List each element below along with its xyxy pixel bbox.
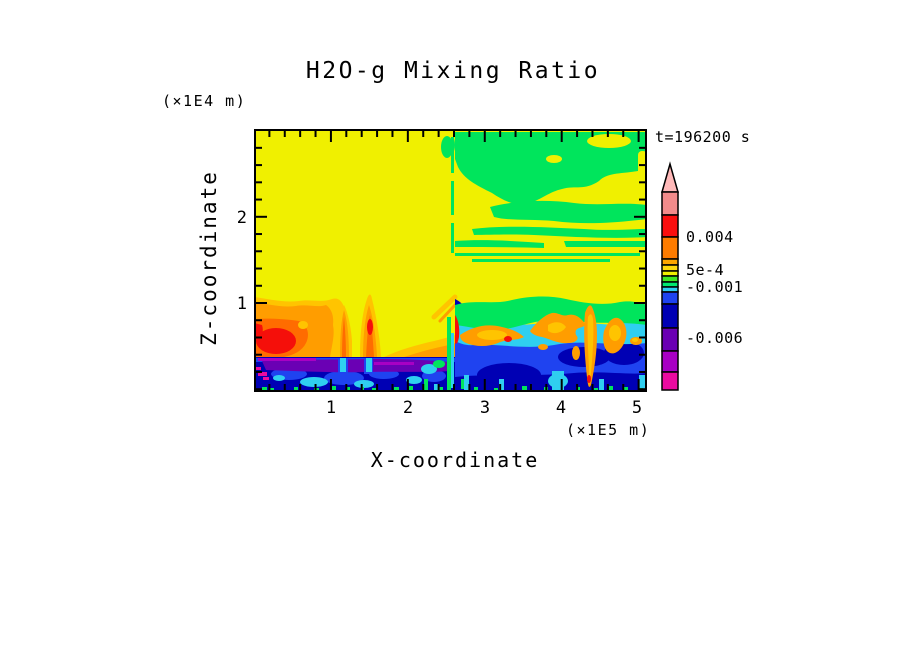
field-left-strip [254, 317, 455, 392]
colorbar-label: -0.001 [686, 278, 744, 296]
y-tick-label: 2 [236, 208, 247, 228]
field-right-lower [455, 296, 647, 392]
colorbar-segment [661, 327, 679, 352]
colorbar-segment [661, 191, 679, 216]
colorbar-label: 5e-4 [686, 261, 725, 279]
y-axis-unit-label: (×1E4 m) [162, 92, 247, 110]
colorbar-segment [661, 371, 679, 391]
y-axis-label: Z-coordinate [197, 170, 221, 346]
plot-frame [254, 129, 647, 392]
field-left-lower [254, 294, 458, 357]
colorbar-segment [661, 264, 679, 272]
colorbar-label: -0.006 [686, 329, 744, 347]
colorbar-segment [661, 236, 679, 260]
x-tick-label: 4 [555, 398, 567, 418]
axis-ticks [256, 131, 645, 391]
colorbar-segment [661, 258, 679, 266]
colorbar-segment [661, 275, 679, 283]
time-annotation: t=196200 s [655, 128, 751, 146]
x-tick-label: 3 [479, 398, 491, 418]
colorbar-segment [661, 303, 679, 329]
x-axis-unit-label: (×1E5 m) [566, 421, 651, 439]
x-tick-label: 5 [631, 398, 643, 418]
colorbar [661, 161, 679, 391]
field-upper-right [441, 132, 647, 262]
colorbar-label: 0.004 [686, 228, 734, 246]
x-tick-label: 1 [325, 398, 337, 418]
x-tick-label: 2 [402, 398, 414, 418]
chart-title: H2O-g Mixing Ratio [305, 58, 601, 84]
x-axis-label: X-coordinate [370, 448, 540, 472]
y-tick-label: 1 [236, 294, 247, 314]
colorbar-segment [661, 291, 679, 305]
colorbar-segment [661, 350, 679, 373]
colorbar-arrow-tip [661, 161, 679, 193]
contour-plot [254, 129, 647, 392]
colorbar-segment [661, 214, 679, 238]
